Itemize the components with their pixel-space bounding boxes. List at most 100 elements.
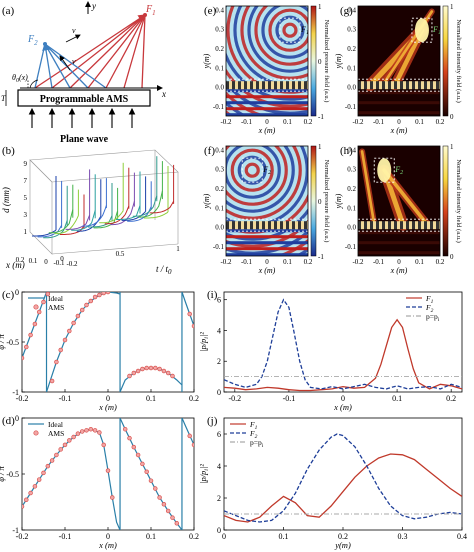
h-ytick-label: 0.4 (347, 146, 356, 154)
f-ytick-label: 0.4 (215, 146, 224, 154)
f-focus-label: F2 (262, 165, 271, 176)
d-ams-point (88, 426, 94, 432)
c-ams-point (24, 344, 29, 350)
c-ams-point (127, 373, 132, 379)
f-xtick-label: 0.2 (304, 258, 313, 266)
h-ams-layer (358, 221, 440, 230)
j-xlabel: y(m) (334, 540, 351, 550)
panel-letter-g: (g) (340, 5, 353, 17)
f-xtick-label: -0.1 (241, 258, 253, 266)
d-ams-point (131, 444, 137, 450)
e-colorbar-tick: 1 (318, 3, 322, 11)
g-ytick-label: 0.4 (347, 6, 356, 14)
f-colorbar-label: Normalized pressure field (a.u.) (323, 160, 330, 243)
c-ams-point (49, 378, 55, 384)
panel-letter-e: (e) (204, 5, 217, 17)
c-ams-point (79, 307, 85, 313)
c-ams-point (92, 294, 98, 300)
panel-b-xtick-label: -0.2 (66, 260, 78, 268)
c-xtick-label: -0.1 (59, 394, 72, 403)
f1-point (143, 13, 147, 17)
g-ytick-label: 0.0 (347, 84, 356, 92)
panel-b-curve (82, 205, 107, 227)
c-ideal-segment (119, 367, 183, 392)
d-ams-point (97, 430, 102, 435)
h-beam-inner (360, 150, 376, 227)
f-xtick-label: 0.1 (283, 258, 292, 266)
j-series-f2 (224, 433, 462, 523)
d-legend-label: Ideal (48, 420, 63, 429)
panel-b-curves (32, 156, 175, 239)
panel-b-curve (76, 215, 102, 232)
g-frame (357, 5, 441, 117)
panel-b-ttick-label: 0 (60, 255, 64, 263)
f-field (226, 146, 308, 256)
d-ams-point (174, 521, 180, 526)
d-ams-point (122, 426, 128, 432)
j-xtick-label: 0.2 (338, 532, 348, 541)
c-ams-point (36, 309, 42, 315)
e-colorbar-tick: 0 (318, 58, 322, 66)
d-ams-point (49, 458, 55, 463)
c-ams-point (71, 320, 76, 326)
d-ytick-label: -1 (12, 526, 19, 535)
e-frame (225, 5, 309, 117)
panel-b-xtick-label: 0.1 (29, 257, 38, 265)
j-xtick-label: 0.3 (398, 532, 408, 541)
ams-box (17, 89, 151, 107)
c-ams-point (157, 366, 162, 372)
h-xtick-label: 0 (397, 258, 401, 266)
f2-rays (34, 42, 107, 89)
e-xtick-label: -0.2 (220, 118, 232, 126)
panel-letter-d: (d) (2, 415, 15, 427)
panel-b-curve (43, 220, 68, 239)
e-colorbar-label: Normalized pressure field (a.u.) (323, 20, 330, 103)
d-ams-point (170, 515, 175, 520)
h-xtick-label: 0.1 (415, 258, 424, 266)
d-ams-point (45, 463, 51, 469)
panel-b-curve (71, 210, 96, 231)
i-legend-label: F2 (425, 303, 434, 314)
velocity-arrow-1 (65, 34, 81, 43)
h-field (358, 146, 440, 256)
h-colorbar-tick: 0 (450, 253, 454, 261)
panel-b-xtick-label: -0.1 (53, 259, 65, 267)
e-wavefront (282, 22, 298, 38)
thickness-label: T (1, 94, 6, 103)
panel-b-ylabel: d (mm) (1, 187, 11, 213)
d-ams-point (41, 470, 46, 476)
h-beam-inner (382, 168, 430, 227)
c-ams-point (148, 365, 154, 371)
h-colorbar-label: Normalized intensity field (a.u.) (455, 159, 462, 243)
d-ams-point (28, 490, 33, 496)
e-wavefront (268, 8, 308, 52)
i-xtick-label: 0 (341, 394, 345, 403)
panel-h-heatmap: F2 -0.2 -0.1 0 0.1 0.2 0.4 0.3 0.2 0.1 0.0 -0.1 x (m… (334, 143, 462, 275)
ams-label: Programmable AMS (40, 94, 129, 105)
d-xtick-label: 0.2 (189, 532, 199, 541)
c-ams-point (67, 328, 72, 334)
g-xtick-label: -0.1 (373, 118, 385, 126)
c-legend-marker (33, 304, 39, 310)
e-xtick-label: 0.1 (283, 118, 292, 126)
j-ylabel: |p/pi|² (198, 464, 210, 484)
d-ideal-segment (119, 418, 183, 530)
d-ideal-segment (181, 418, 194, 447)
panel-b-ttick-label: 1 (176, 245, 180, 253)
g-xtick-label: -0.2 (352, 118, 364, 126)
g-ytick-label: -0.1 (345, 103, 357, 111)
i-ytick-label: 2 (217, 357, 221, 366)
panel-b-curve (144, 211, 169, 219)
panel-letter-j: (j) (207, 415, 218, 427)
j-ytick-label: 2 (217, 494, 221, 503)
g-focus-spot (414, 18, 429, 43)
panel-b-tlabel: t / t0 (156, 264, 172, 276)
c-ams-point (97, 292, 102, 298)
h-colorbar (442, 145, 449, 257)
j-plot-area (224, 433, 462, 523)
j-ytick-label: 4 (217, 462, 221, 471)
e-field (226, 6, 308, 116)
